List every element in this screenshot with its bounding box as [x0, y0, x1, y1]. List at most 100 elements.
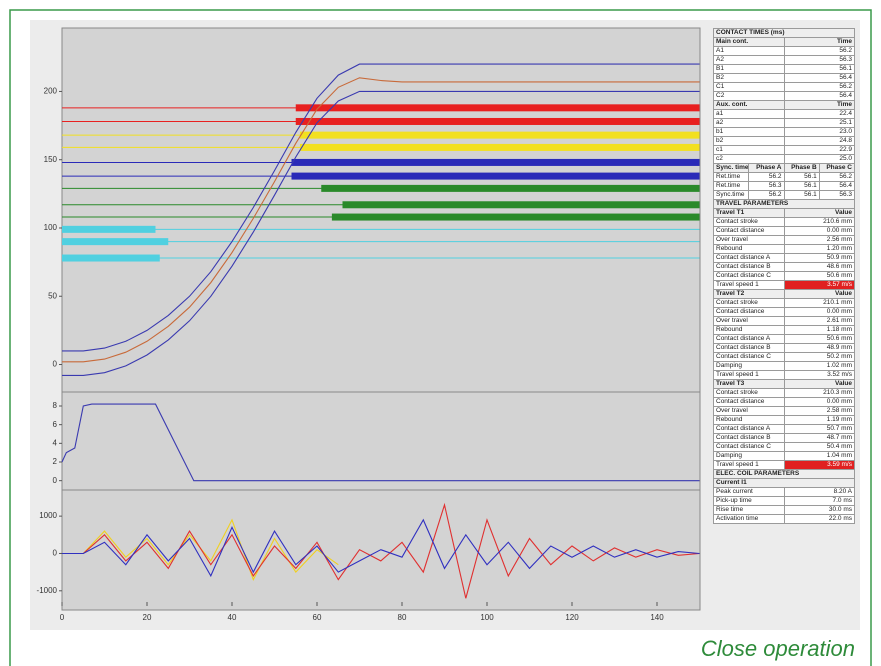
- table-cell: 210.1 mm: [783, 298, 855, 308]
- table-cell: 50.9 mm: [783, 253, 855, 263]
- table-cell: CONTACT TIMES (ms): [713, 28, 855, 38]
- table-cell: TRAVEL PARAMETERS: [713, 199, 855, 209]
- table-row: Contact stroke 210.1 mm: [713, 298, 855, 308]
- table-cell: Damping: [713, 361, 785, 371]
- table-row: Contact distance 0.00 mm: [713, 307, 855, 317]
- table-row: Travel T2 Value: [713, 289, 855, 299]
- y-tick-label: 0: [53, 549, 58, 558]
- table-cell: 56.2: [818, 172, 856, 182]
- table-row: Contact distance C 50.6 mm: [713, 271, 855, 281]
- table-cell: 1.18 mm: [783, 325, 855, 335]
- table-row: c2 25.0: [713, 154, 855, 164]
- table-cell: 22.9: [783, 145, 855, 155]
- table-cell: 210.6 mm: [783, 217, 855, 227]
- table-cell: 24.8: [783, 136, 855, 146]
- table-cell: Rise time: [713, 505, 785, 515]
- contact-bar: [295, 117, 700, 125]
- contact-bar: [321, 184, 700, 192]
- table-row: Over travel 2.61 mm: [713, 316, 855, 326]
- table-cell: C1: [713, 82, 785, 92]
- table-cell: Contact stroke: [713, 217, 785, 227]
- table-cell: 50.6 mm: [783, 334, 855, 344]
- table-cell: Pick-up time: [713, 496, 785, 506]
- x-tick-label: 120: [565, 613, 579, 622]
- table-cell: 22.0 ms: [783, 514, 855, 524]
- table-cell: Phase B: [783, 163, 820, 173]
- y-tick-label: 200: [44, 87, 58, 96]
- table-row: Peak current 8.20 A: [713, 487, 855, 497]
- table-cell: Aux. cont.: [713, 100, 785, 110]
- table-cell: 56.2: [783, 82, 855, 92]
- table-row: C1 56.2: [713, 82, 855, 92]
- table-cell: 1.19 mm: [783, 415, 855, 425]
- table-row: Over travel 2.58 mm: [713, 406, 855, 416]
- y-tick-label: 1000: [39, 511, 57, 520]
- contact-bar: [300, 131, 700, 139]
- table-row: Current I1: [713, 478, 855, 488]
- table-cell: Rebound: [713, 325, 785, 335]
- table-cell: Contact stroke: [713, 388, 785, 398]
- table-row: Contact stroke 210.3 mm: [713, 388, 855, 398]
- x-tick-label: 60: [313, 613, 322, 622]
- table-cell: Contact distance A: [713, 334, 785, 344]
- table-row: Damping 1.02 mm: [713, 361, 855, 371]
- table-cell: Contact distance A: [713, 253, 785, 263]
- contact-bar: [295, 104, 700, 112]
- table-row: Contact distance A 50.6 mm: [713, 334, 855, 344]
- table-row: Travel speed 1 3.59 m/s: [713, 460, 855, 470]
- plot-area: [61, 27, 701, 611]
- y-tick-label: 100: [44, 223, 58, 232]
- table-cell: Travel speed 1: [713, 280, 785, 290]
- table-row: Contact distance B 48.6 mm: [713, 262, 855, 272]
- table-cell: Contact distance C: [713, 271, 785, 281]
- table-cell: 56.1: [783, 181, 820, 191]
- contact-bar: [300, 143, 700, 151]
- table-row: Aux. cont. Time: [713, 100, 855, 110]
- table-cell: Rebound: [713, 244, 785, 254]
- contact-bar: [62, 225, 156, 233]
- table-cell: Contact distance: [713, 226, 785, 236]
- table-row: Ret.time 56.3 56.1 56.4: [712, 181, 856, 191]
- table-cell: Over travel: [713, 406, 785, 416]
- table-cell: Ret.time: [712, 172, 750, 182]
- table-cell: 0.00 mm: [783, 226, 855, 236]
- table-row: Contact distance A 50.7 mm: [713, 424, 855, 434]
- table-row: b1 23.0: [713, 127, 855, 137]
- table-row: a1 22.4: [713, 109, 855, 119]
- table-cell: Value: [783, 379, 855, 389]
- trace: [62, 90, 700, 376]
- table-cell: 23.0: [783, 127, 855, 137]
- y-tick-label: 4: [53, 438, 58, 447]
- contact-bar: [331, 213, 700, 221]
- table-row: Travel T1 Value: [713, 208, 855, 218]
- table-cell: Main cont.: [713, 37, 785, 47]
- table-row: Contact stroke 210.6 mm: [713, 217, 855, 227]
- table-row: b2 24.8: [713, 136, 855, 146]
- table-cell: 56.2: [783, 46, 855, 56]
- table-row: B2 56.4: [713, 73, 855, 83]
- table-cell: 0.00 mm: [783, 307, 855, 317]
- table-cell: 56.4: [783, 73, 855, 83]
- table-cell: Contact stroke: [713, 298, 785, 308]
- contact-bar: [62, 254, 160, 262]
- table-cell: 8.20 A: [783, 487, 855, 497]
- table-row: Contact distance B 48.7 mm: [713, 433, 855, 443]
- table-cell: 30.0 ms: [783, 505, 855, 515]
- table-cell: 56.1: [783, 64, 855, 74]
- table-row: a2 25.1: [713, 118, 855, 128]
- table-row: Rebound 1.19 mm: [713, 415, 855, 425]
- table-cell: Phase C: [818, 163, 856, 173]
- table-cell: 2.56 mm: [783, 235, 855, 245]
- table-cell: 56.2: [748, 172, 785, 182]
- y-tick-label: 0: [53, 476, 58, 485]
- table-cell: 56.4: [818, 181, 856, 191]
- table-cell: 50.4 mm: [783, 442, 855, 452]
- table-row: Sync. times Phase A Phase B Phase C: [712, 163, 856, 173]
- table-cell: c2: [713, 154, 785, 164]
- table-cell: Value: [783, 289, 855, 299]
- table-cell: b1: [713, 127, 785, 137]
- table-cell: Contact distance B: [713, 262, 785, 272]
- table-cell: Damping: [713, 451, 785, 461]
- table-cell: 56.3: [783, 55, 855, 65]
- table-cell: B1: [713, 64, 785, 74]
